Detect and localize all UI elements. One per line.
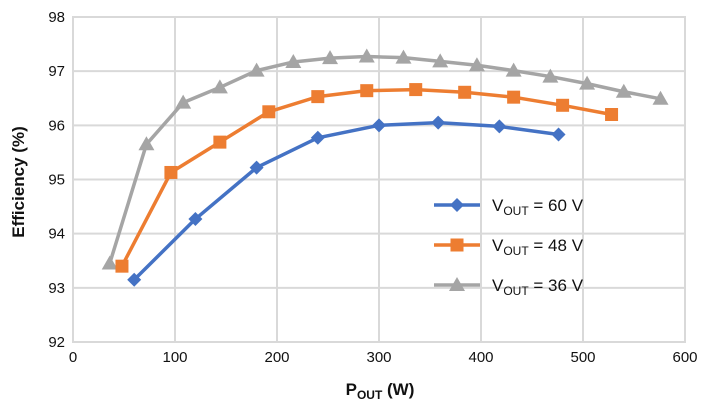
series-triangle bbox=[101, 48, 669, 270]
series-layer bbox=[101, 48, 669, 287]
data-point bbox=[360, 84, 374, 98]
y-axis-title: Efficiency (%) bbox=[9, 126, 28, 237]
data-point bbox=[431, 115, 446, 130]
data-point bbox=[458, 85, 472, 99]
data-point bbox=[372, 118, 386, 133]
x-tick-label: 200 bbox=[264, 349, 289, 366]
series-diamond bbox=[127, 115, 566, 287]
x-tick-label: 100 bbox=[162, 349, 187, 366]
x-tick-label: 500 bbox=[570, 349, 595, 366]
data-point bbox=[505, 62, 522, 77]
legend-label: VOUT = 60 V bbox=[492, 196, 584, 218]
legend-label: VOUT = 36 V bbox=[492, 276, 584, 298]
y-tick-label: 95 bbox=[48, 172, 65, 189]
data-point bbox=[188, 212, 203, 227]
data-point bbox=[652, 90, 669, 105]
data-point bbox=[605, 108, 619, 121]
data-point bbox=[322, 50, 339, 65]
data-point bbox=[127, 272, 142, 287]
data-point bbox=[615, 83, 632, 98]
data-point bbox=[468, 57, 485, 72]
series-square bbox=[115, 83, 619, 273]
data-point bbox=[551, 127, 566, 142]
legend-marker bbox=[449, 277, 465, 291]
data-point bbox=[507, 90, 521, 104]
data-point bbox=[492, 119, 507, 134]
x-tick-label: 300 bbox=[366, 349, 391, 366]
data-point bbox=[248, 62, 265, 77]
data-point bbox=[101, 255, 118, 270]
x-tick-label: 400 bbox=[468, 349, 493, 366]
y-tick-label: 98 bbox=[48, 9, 65, 26]
tick-labels: 0 100 200 300 400 500 600 92 93 94 95 96 97 98 bbox=[48, 9, 697, 366]
data-point bbox=[211, 79, 228, 94]
data-point bbox=[556, 98, 570, 112]
legend-label: VOUT = 48 V bbox=[492, 236, 584, 258]
y-tick-label: 92 bbox=[48, 334, 65, 351]
data-point bbox=[115, 259, 129, 273]
data-point bbox=[285, 53, 302, 68]
x-tick-label: 0 bbox=[69, 349, 77, 366]
legend-item: VOUT = 36 V bbox=[434, 276, 584, 298]
data-point bbox=[311, 90, 325, 104]
data-point bbox=[310, 130, 325, 145]
series-line bbox=[132, 120, 559, 281]
data-point bbox=[579, 75, 596, 90]
legend-marker bbox=[450, 238, 464, 252]
y-tick-label: 96 bbox=[48, 117, 65, 134]
y-tick-label: 97 bbox=[48, 63, 65, 80]
y-tick-label: 93 bbox=[48, 280, 65, 297]
data-point bbox=[138, 136, 155, 151]
data-point bbox=[432, 53, 449, 68]
data-point bbox=[409, 83, 423, 97]
series-line bbox=[108, 54, 661, 264]
data-point bbox=[164, 165, 178, 179]
grid bbox=[72, 16, 686, 343]
legend-item: VOUT = 60 V bbox=[434, 196, 584, 218]
data-point bbox=[249, 160, 264, 175]
y-tick-label: 94 bbox=[48, 226, 65, 243]
data-point bbox=[395, 49, 412, 64]
legend-item: VOUT = 48 V bbox=[434, 236, 584, 258]
data-point bbox=[213, 135, 227, 149]
x-axis-title: POUT (W) bbox=[346, 380, 415, 402]
legend-marker bbox=[450, 198, 464, 212]
data-point bbox=[542, 68, 559, 83]
data-point bbox=[358, 48, 375, 63]
data-point bbox=[262, 105, 276, 119]
plot-area-border bbox=[72, 16, 686, 343]
data-point bbox=[175, 94, 192, 109]
x-tick-label: 600 bbox=[672, 349, 697, 366]
legend: VOUT = 60 V VOUT = 48 V VOUT = 36 V bbox=[434, 196, 584, 298]
